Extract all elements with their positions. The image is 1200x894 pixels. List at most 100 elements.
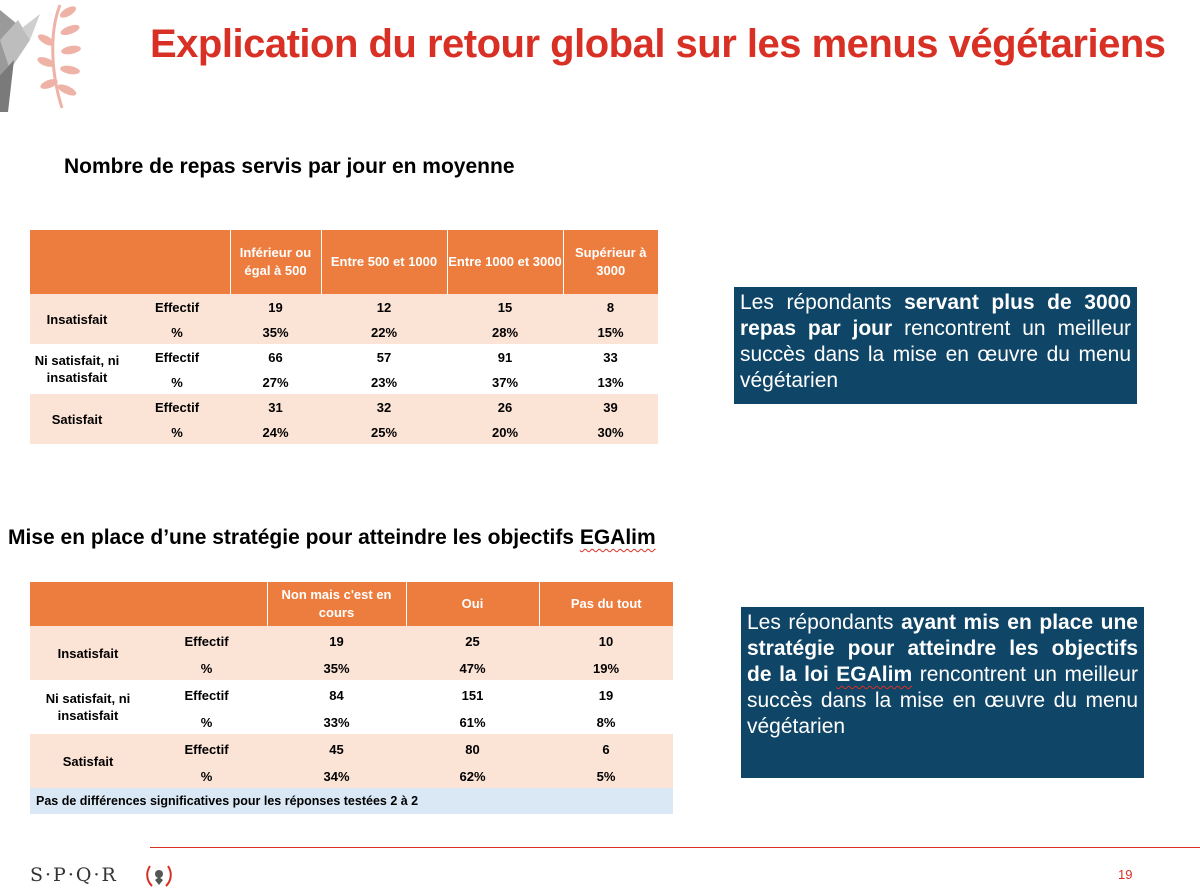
table-cell: 39 [563, 394, 658, 421]
column-header: Inférieur ou égal à 500 [229, 230, 321, 294]
callout-text: rencontrent un meilleur succès dans la m… [747, 663, 1138, 738]
header-empty [30, 230, 124, 294]
column-header: Entre 1000 et 3000 [446, 230, 563, 294]
callout-strategy: Les répondants ayant mis en place une st… [741, 607, 1144, 778]
section2-subtitle-text: Mise en place d’une stratégie pour attei… [8, 526, 580, 549]
table-cell: 15 [447, 294, 563, 321]
table-row: % 27% 23% 37% 13% [30, 371, 658, 394]
table-row: Ni satisfait, ni insatisfait Effectif 66… [30, 344, 658, 394]
section2-subtitle: Mise en place d’une stratégie pour attei… [8, 526, 656, 550]
row-label: Satisfait [30, 394, 124, 444]
table-cell: 23% [321, 371, 447, 394]
egalim-word: EGAlim [836, 663, 913, 686]
row-label: Insatisfait [30, 294, 124, 344]
table-cell: 8 [563, 294, 658, 321]
measure-label: Effectif [146, 626, 267, 656]
table-cell: 19 [539, 680, 673, 710]
table-cell: 57 [321, 344, 447, 371]
table-cell: 24% [230, 421, 321, 444]
column-header: Oui [405, 582, 539, 626]
table-cell: 84 [267, 680, 406, 710]
table-row: % 24% 25% 20% 30% [30, 421, 658, 444]
laurel-emblem-icon [146, 865, 172, 887]
table-cell: 15% [563, 321, 658, 344]
table-cell: 8% [539, 710, 673, 734]
measure-label: % [146, 764, 267, 788]
table-cell: 61% [406, 710, 539, 734]
table-row: % 34% 62% 5% [30, 764, 673, 788]
table-row: % 35% 22% 28% 15% [30, 321, 658, 344]
table-cell: 35% [267, 656, 406, 680]
table-cell: 33% [267, 710, 406, 734]
header-empty [146, 582, 267, 626]
table-header-row: Non mais c'est en cours Oui Pas du tout [30, 582, 673, 626]
table-row: Satisfait Effectif 31 32 26 39 [30, 394, 658, 444]
table-row: Satisfait Effectif 45 80 6 [30, 734, 673, 788]
table-note: Pas de différences significatives pour l… [30, 788, 673, 814]
table-cell: 28% [447, 321, 563, 344]
page-number: 19 [1118, 867, 1133, 882]
meals-per-day-table: Inférieur ou égal à 500 Entre 500 et 100… [30, 230, 658, 444]
table-cell: 25 [406, 626, 539, 656]
table-row: % 33% 61% 8% [30, 710, 673, 734]
footer-divider [150, 847, 1200, 848]
column-header: Pas du tout [538, 582, 673, 626]
table-cell: 6 [539, 734, 673, 764]
table-cell: 45 [267, 734, 406, 764]
table-row: Insatisfait Effectif 19 25 10 [30, 626, 673, 680]
callout-text: Les répondants [740, 291, 905, 314]
header-empty [30, 582, 146, 626]
table-row: Ni satisfait, ni insatisfait Effectif 84… [30, 680, 673, 734]
section1-subtitle: Nombre de repas servis par jour en moyen… [64, 155, 515, 178]
table-cell: 25% [321, 421, 447, 444]
table-cell: 33 [563, 344, 658, 371]
table-cell: 27% [230, 371, 321, 394]
measure-label: Effectif [124, 294, 230, 321]
table-cell: 19% [539, 656, 673, 680]
table-cell: 32 [321, 394, 447, 421]
table-header-row: Inférieur ou égal à 500 Entre 500 et 100… [30, 230, 658, 294]
column-header: Supérieur à 3000 [562, 230, 658, 294]
egalim-word: EGAlim [579, 526, 656, 549]
row-label: Satisfait [30, 734, 146, 788]
table-cell: 20% [447, 421, 563, 444]
measure-label: Effectif [124, 344, 230, 371]
table-cell: 12 [321, 294, 447, 321]
table-cell: 37% [447, 371, 563, 394]
table-row: Insatisfait Effectif 19 12 15 8 [30, 294, 658, 344]
measure-label: % [124, 371, 230, 394]
table-cell: 10 [539, 626, 673, 656]
callout-text: Les répondants [747, 611, 902, 634]
page-title: Explication du retour global sur les men… [150, 22, 1166, 66]
spqr-logo-text: S·P·Q·R [30, 864, 118, 886]
table-cell: 34% [267, 764, 406, 788]
table-cell: 31 [230, 394, 321, 421]
table-cell: 19 [267, 626, 406, 656]
table-cell: 66 [230, 344, 321, 371]
table-cell: 62% [406, 764, 539, 788]
table-cell: 13% [563, 371, 658, 394]
table-note-row: Pas de différences significatives pour l… [30, 788, 673, 814]
column-header: Entre 500 et 1000 [320, 230, 447, 294]
measure-label: % [124, 421, 230, 444]
table-cell: 22% [321, 321, 447, 344]
table-cell: 30% [563, 421, 658, 444]
laurel-logo-icon [0, 4, 81, 112]
header-empty [124, 230, 230, 294]
table-cell: 151 [406, 680, 539, 710]
callout-bold-text: ayant mis en place une stratégie pour at… [747, 611, 1138, 686]
callout-text: rencontrent un meilleur succès dans la m… [740, 317, 1131, 392]
table-row: % 35% 47% 19% [30, 656, 673, 680]
callout-bold-text: servant plus de 3000 repas par jour [740, 291, 1131, 340]
table-cell: 26 [447, 394, 563, 421]
measure-label: Effectif [146, 680, 267, 710]
column-header: Non mais c'est en cours [266, 582, 406, 626]
measure-label: Effectif [146, 734, 267, 764]
measure-label: % [124, 321, 230, 344]
egalim-strategy-table: Non mais c'est en cours Oui Pas du tout … [30, 582, 673, 814]
measure-label: Effectif [124, 394, 230, 421]
table-cell: 19 [230, 294, 321, 321]
row-label: Ni satisfait, ni insatisfait [30, 680, 146, 734]
table-cell: 80 [406, 734, 539, 764]
measure-label: % [146, 656, 267, 680]
